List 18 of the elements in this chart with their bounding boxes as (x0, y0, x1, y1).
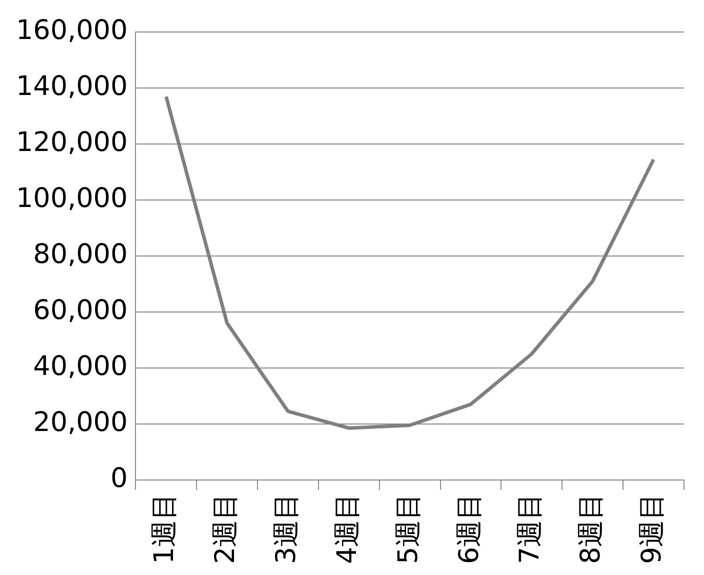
x-tick-label: 8週目 (576, 492, 607, 564)
y-tick-label: 120,000 (16, 127, 128, 158)
x-tick-label: 9週目 (636, 492, 668, 564)
x-tick-label: 1週目 (149, 492, 180, 564)
x-tick-label: 3週目 (270, 492, 302, 564)
y-tick-label: 140,000 (16, 71, 128, 102)
x-tick-label: 5週目 (392, 492, 424, 564)
x-tick-label: 6週目 (454, 492, 485, 564)
x-tick-label: 7週目 (514, 492, 546, 564)
x-tick-label: 4週目 (332, 492, 363, 564)
y-tick-label: 0 (110, 462, 128, 494)
y-tick-label: 40,000 (33, 350, 128, 382)
y-tick-label: 100,000 (16, 183, 128, 214)
y-tick-label: 160,000 (16, 15, 128, 46)
y-tick-label: 60,000 (33, 294, 128, 326)
x-tick-label: 2週目 (210, 492, 242, 564)
y-tick-label: 80,000 (33, 239, 128, 270)
y-tick-label: 20,000 (33, 406, 128, 438)
